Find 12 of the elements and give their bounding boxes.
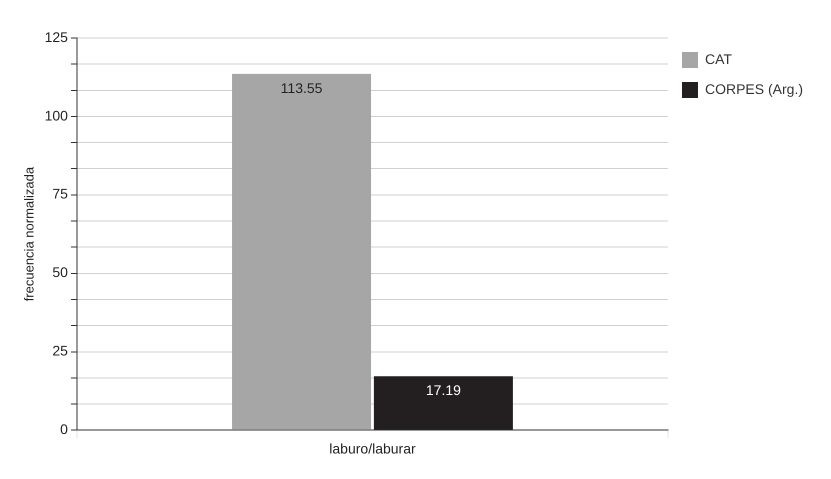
data-label: 113.55: [280, 80, 323, 96]
data-label: 17.19: [426, 382, 462, 398]
y-tick-label: 25: [52, 342, 68, 359]
y-tick-label: 50: [52, 264, 68, 280]
y-tick-label: 125: [44, 28, 68, 45]
y-axis-title: frecuencia normalizada: [21, 166, 36, 302]
y-tick-label: 100: [44, 107, 68, 124]
y-tick-label: 0: [60, 421, 68, 438]
y-tick-label: 75: [52, 186, 68, 202]
x-tick-label: laburo/laburar: [329, 440, 416, 456]
legend-label: CORPES (Arg.): [704, 80, 803, 97]
legend-label: CAT: [704, 50, 732, 67]
